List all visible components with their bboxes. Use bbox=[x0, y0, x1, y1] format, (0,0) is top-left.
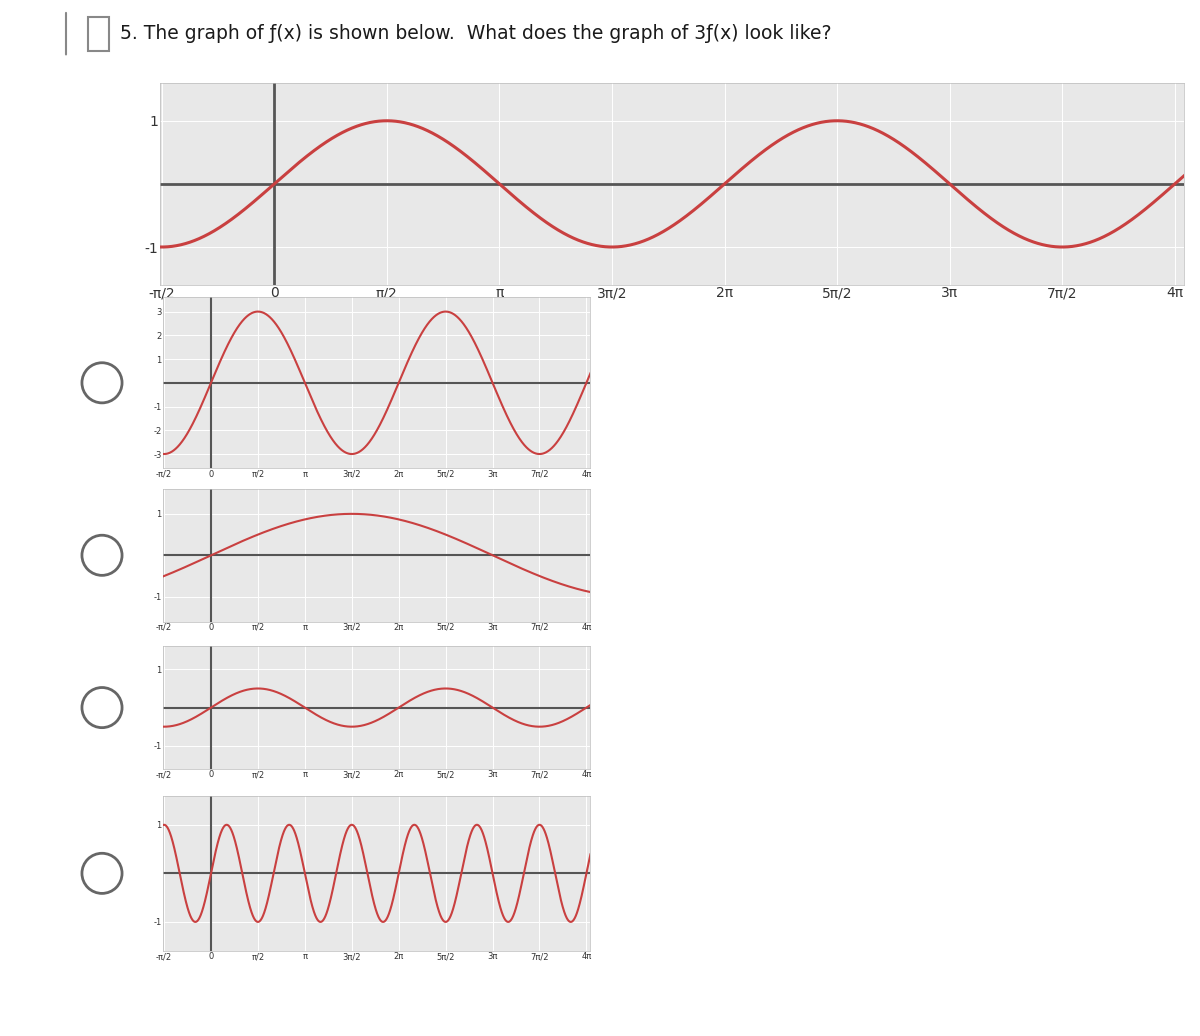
Text: 5. The graph of ƒ(x) is shown below.  What does the graph of 3ƒ(x) look like?: 5. The graph of ƒ(x) is shown below. Wha… bbox=[120, 24, 832, 44]
